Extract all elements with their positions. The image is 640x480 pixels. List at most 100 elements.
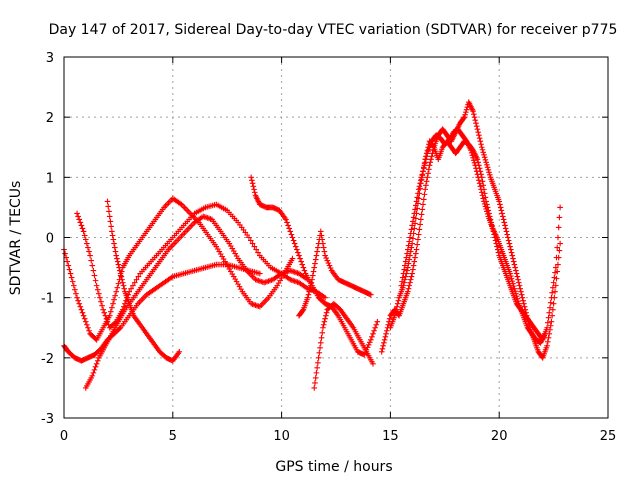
data-point-interp xyxy=(408,244,415,251)
data-point-interp xyxy=(85,244,91,251)
data-point-interp xyxy=(508,249,515,256)
data-point-interp xyxy=(415,190,421,197)
data-point-interp xyxy=(369,333,375,340)
data-point-interp xyxy=(407,248,414,255)
y-tick-label: -2 xyxy=(41,352,54,367)
data-point-interp xyxy=(131,279,138,286)
data-point-interp xyxy=(411,225,418,232)
data-point-interp xyxy=(373,321,380,328)
data-point-interp xyxy=(314,365,320,371)
data-point xyxy=(113,288,120,295)
data-point-interp xyxy=(476,177,482,184)
data-point-interp xyxy=(106,213,113,220)
data-point-interp xyxy=(111,296,117,303)
data-point-interp xyxy=(481,151,487,158)
data-point-interp xyxy=(91,367,98,373)
y-tick-label: -3 xyxy=(41,412,54,427)
data-point xyxy=(411,210,418,217)
data-point-interp xyxy=(424,174,431,181)
data-point-interp xyxy=(423,153,430,160)
data-point-interp xyxy=(105,203,112,210)
series-arc-5 xyxy=(104,198,183,364)
data-point-interp xyxy=(494,243,500,250)
data-point-interp xyxy=(553,254,560,261)
data-point-interp xyxy=(393,306,400,313)
data-point xyxy=(113,252,120,259)
data-point-interp xyxy=(314,248,320,255)
data-point-interp xyxy=(485,167,492,173)
data-point-interp xyxy=(514,295,521,302)
data-point-interp xyxy=(480,149,487,156)
chart-title: Day 147 of 2017, Sidereal Day-to-day VTE… xyxy=(49,22,618,38)
data-point-interp xyxy=(544,319,551,326)
data-point-interp xyxy=(462,111,468,118)
data-point xyxy=(322,294,328,301)
data-point-interp xyxy=(405,246,411,253)
data-point-interp xyxy=(516,282,523,289)
data-point xyxy=(476,180,483,187)
data-point-interp xyxy=(473,165,479,172)
data-point xyxy=(80,228,87,235)
data-points xyxy=(61,99,563,391)
data-point xyxy=(93,282,100,289)
data-point-interp xyxy=(477,138,484,145)
data-point xyxy=(368,291,374,298)
data-point-interp xyxy=(475,174,481,181)
data-point-interp xyxy=(550,300,557,307)
data-point xyxy=(87,252,93,259)
data-point-interp xyxy=(320,244,327,251)
x-tick-label: 20 xyxy=(491,429,508,444)
data-point-interp xyxy=(508,246,514,253)
data-point-interp xyxy=(326,262,333,269)
data-point-interp xyxy=(297,255,303,262)
data-point-interp xyxy=(324,257,331,264)
data-point-interp xyxy=(419,206,426,213)
data-point-interp xyxy=(515,298,521,304)
data-point-interp xyxy=(498,207,505,214)
data-point-interp xyxy=(90,267,97,274)
data-point-interp xyxy=(410,262,417,269)
data-point-interp xyxy=(86,248,92,255)
data-point-interp xyxy=(379,346,386,352)
data-point-interp xyxy=(309,272,316,279)
data-point-interp xyxy=(250,183,257,190)
data-point-interp xyxy=(472,117,479,123)
series-arc-8 xyxy=(296,228,374,319)
data-point-interp xyxy=(513,267,519,274)
data-point-interp xyxy=(544,338,551,345)
data-point-interp xyxy=(550,306,556,313)
data-point xyxy=(289,255,296,262)
data-point-interp xyxy=(405,242,412,249)
data-point-interp xyxy=(416,183,423,190)
data-point-interp xyxy=(414,194,421,201)
data-point xyxy=(176,349,183,355)
data-point-interp xyxy=(510,258,517,265)
data-point-interp xyxy=(299,307,306,314)
y-tick-label: 2 xyxy=(46,111,54,126)
data-point-interp xyxy=(405,285,412,292)
data-point-interp xyxy=(481,154,488,161)
data-point xyxy=(383,330,389,337)
data-point-interp xyxy=(291,240,298,247)
data-point-interp xyxy=(394,303,400,310)
data-point xyxy=(80,312,87,319)
data-point-interp xyxy=(497,204,504,211)
data-point-interp xyxy=(511,261,518,268)
data-point-interp xyxy=(476,132,482,139)
data-point xyxy=(472,162,479,169)
data-point-interp xyxy=(476,135,483,142)
data-point xyxy=(409,270,415,277)
data-point-interp xyxy=(421,162,428,169)
data-point-interp xyxy=(92,277,99,284)
data-point xyxy=(478,144,485,151)
data-point-interp xyxy=(460,115,467,121)
data-point-interp xyxy=(404,250,410,257)
data-point-interp xyxy=(372,324,378,331)
data-point-interp xyxy=(307,282,314,289)
data-point-interp xyxy=(323,312,329,319)
data-point xyxy=(544,324,550,331)
axes: 0 5 10 15 20 25 -3 -2 -1 0 1 2 3 xyxy=(41,51,616,444)
data-point-interp xyxy=(412,202,419,209)
data-point-interp xyxy=(547,299,554,306)
data-point-interp xyxy=(76,300,83,307)
